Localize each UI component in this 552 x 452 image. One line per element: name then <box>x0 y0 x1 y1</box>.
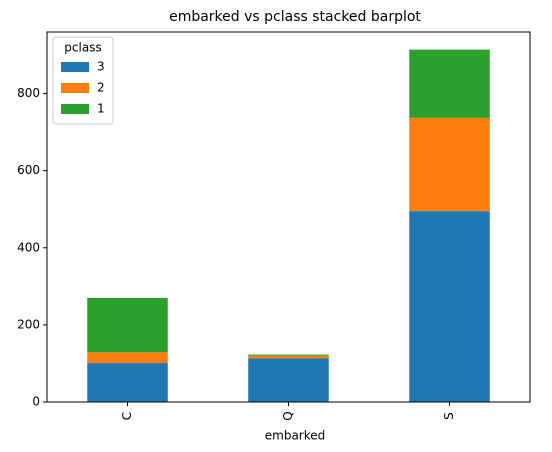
x-tick-label: C <box>120 412 134 420</box>
bar-segment <box>248 355 329 359</box>
plot-frame <box>46 31 531 403</box>
bar-segment <box>87 352 168 364</box>
legend-box <box>52 36 114 125</box>
y-tick-label: 800 <box>17 86 40 100</box>
legend-swatch <box>61 83 89 93</box>
legend-label: 3 <box>97 60 105 74</box>
bar-segment <box>87 363 168 402</box>
y-tick-label: 400 <box>17 240 40 254</box>
y-tick-label: 600 <box>17 163 40 177</box>
x-tick-label: Q <box>281 411 295 420</box>
chart-title: embarked vs pclass stacked barplot <box>169 9 421 25</box>
bar-segment <box>248 354 329 356</box>
y-tick-label: 0 <box>32 395 40 409</box>
bar-segment <box>409 49 490 118</box>
legend-title: pclass <box>64 41 101 55</box>
legend-label: 2 <box>97 81 105 95</box>
y-tick-label: 200 <box>17 317 40 331</box>
bar-segment <box>87 297 168 353</box>
legend-label: 1 <box>97 102 105 116</box>
bar-segment <box>409 211 490 402</box>
legend-swatch <box>61 104 89 114</box>
bar-segment <box>409 117 490 212</box>
bar-segment <box>248 358 329 402</box>
x-axis-label: embarked <box>265 429 326 443</box>
x-tick-label: S <box>442 412 456 420</box>
legend-swatch <box>61 62 89 72</box>
